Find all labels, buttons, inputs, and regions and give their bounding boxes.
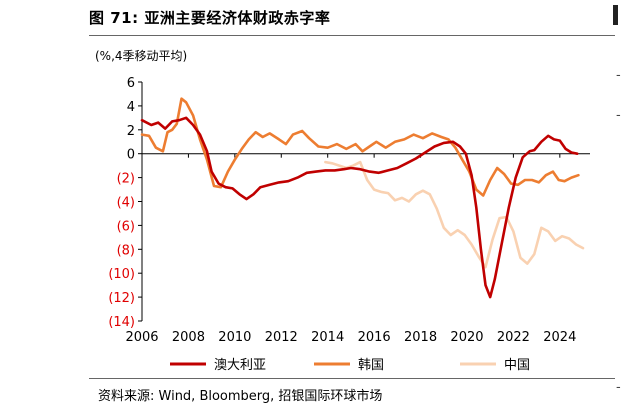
x-tick-label: 2010 [218,330,251,345]
side-glyph: - [616,68,621,83]
x-tick-label: 2012 [265,330,298,345]
series-line [140,116,579,299]
edge-marker [613,5,618,25]
y-tick-label: (14) [108,315,135,330]
y-tick-label: 6 [127,76,135,91]
title-divider [89,35,615,36]
series-line [324,160,585,269]
y-tick-label: (2) [117,172,135,187]
y-tick-label: 0 [127,148,135,163]
x-tick-label: 2006 [125,330,158,345]
legend-label: 中国 [504,358,530,373]
y-tick-label: (10) [108,267,135,282]
y-tick-label: (6) [117,219,135,234]
x-tick-label: 2020 [450,330,483,345]
chart-legend: 澳大利亚 韩国 中国 [170,357,530,373]
x-tick-label: 2022 [497,330,530,345]
side-glyph: - [616,380,621,395]
chart-series [140,97,585,299]
legend-label: 韩国 [358,358,384,373]
figure-title: 图 71: 亚洲主要经济体财政赤字率 [89,9,331,27]
x-tick-label: 2008 [172,330,205,345]
y-tick-label: (4) [117,196,135,211]
y-tick-label: (8) [117,243,135,258]
source-note: 资料来源: Wind, Bloomberg, 招银国际环球市场 [98,389,383,404]
x-tick-label: 2018 [404,330,437,345]
y-axis-unit-label: (%,4季移动平均) [95,49,188,63]
x-tick-label: 2024 [543,330,576,345]
legend-label: 澳大利亚 [214,357,266,373]
x-tick-label: 2016 [358,330,391,345]
series-line [140,97,580,197]
chart-axes: 6 4 2 0 (2) (4) (6) (8) (10) (12) (14)2006 2008 2010… [108,76,590,345]
source-divider [89,378,615,379]
side-glyph: - [616,108,621,123]
y-tick-label: (12) [108,291,135,306]
x-tick-label: 2014 [311,330,344,345]
y-tick-label: 2 [127,124,135,139]
y-tick-label: 4 [127,100,135,115]
